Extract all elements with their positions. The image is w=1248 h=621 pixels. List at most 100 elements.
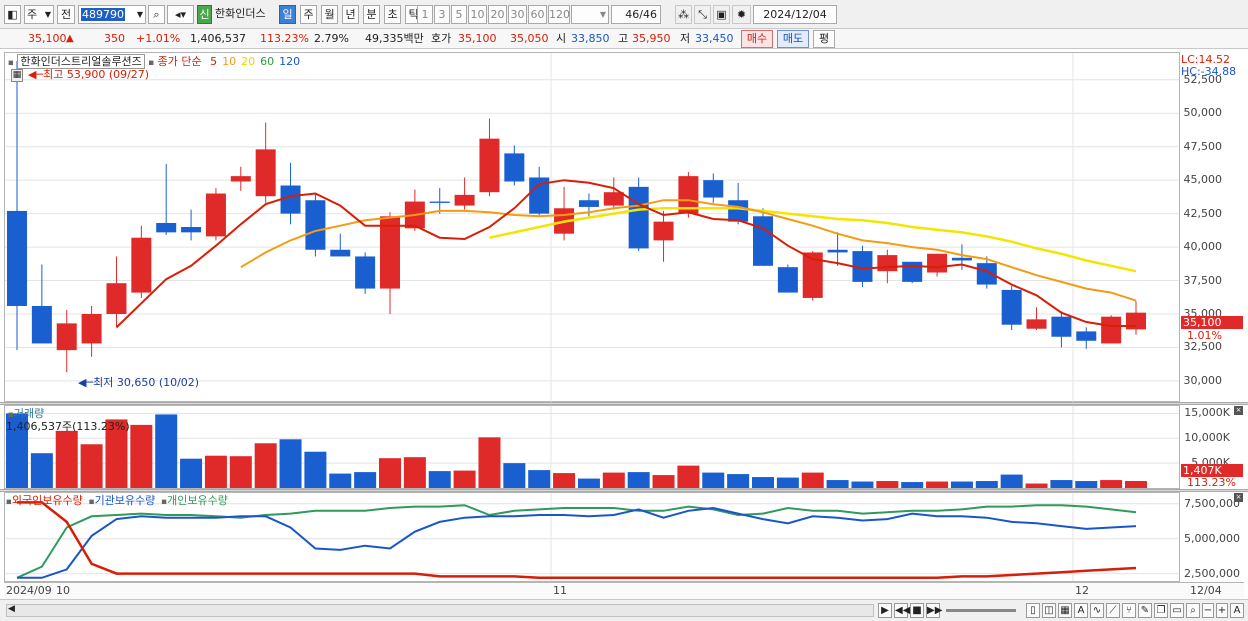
candle [205,188,226,241]
date-value: 2024/12/04 [763,8,827,21]
date-input[interactable]: 2024/12/04 [753,5,837,24]
minute-tab[interactable]: 120 [548,5,570,24]
period-select[interactable]: 주 ▼ [24,5,54,24]
volume-bar [901,482,924,488]
minute-tab[interactable]: 20 [488,5,507,24]
candle-body [529,177,550,214]
ma-period-label[interactable]: 120 [279,55,301,68]
close-icon[interactable]: × [1234,493,1243,502]
candle [429,188,450,214]
bullet-icon: ◾ [161,497,168,506]
split-icon[interactable]: ◫ [1042,603,1056,618]
ma-period-label[interactable]: 10 [222,55,237,68]
draw-tool-icon[interactable]: ✎ [1138,603,1152,618]
volume-bar [204,455,227,488]
candle [1076,327,1097,349]
balance-button[interactable]: 평 [813,30,835,48]
fork-tool-icon[interactable]: ⑂ [1122,603,1136,618]
volume-bars [6,413,1147,488]
high-price: 35,950 [632,32,671,45]
candle-body [280,185,301,214]
volume-bar [752,477,774,488]
ma-period-label[interactable]: 5 [210,55,218,68]
play-icon[interactable]: ▶ [878,603,892,618]
volume-bar [851,481,874,488]
horizontal-scrollbar[interactable]: ◀ [6,604,874,617]
interval-tab[interactable]: 분 [363,5,380,24]
minute-tab[interactable]: 30 [508,5,527,24]
candle [753,208,773,266]
candle [976,256,997,289]
interval-tab[interactable]: 월 [321,5,338,24]
copy-icon[interactable]: ❐ [1154,603,1168,618]
ma-period-label[interactable]: 20 [241,55,256,68]
candle [1026,307,1047,331]
open-label: 시 [556,32,567,45]
interval-tab[interactable]: 년 [342,5,359,24]
zoom-icon[interactable]: ⌕ [1186,603,1200,618]
close-icon[interactable]: × [1234,406,1243,415]
ma-period-label[interactable]: 60 [260,55,275,68]
minute-custom-select[interactable]: ▼ [571,5,609,24]
font-size-icon[interactable]: A [1230,603,1244,618]
minute-tab[interactable]: 5 [451,5,467,24]
screen-icon[interactable]: ▭ [1170,603,1184,618]
chart-menu-icon[interactable]: ◧ [4,5,21,24]
ma-period-list: 5 10 20 60 120 [205,55,300,68]
layout-icon[interactable]: ▯ [1026,603,1040,618]
minute-tab[interactable]: 60 [528,5,547,24]
grid-icon[interactable]: ▦ [1058,603,1072,618]
candle-body [255,149,276,197]
price-tick-label: 45,000 [1183,173,1223,187]
holdings-tick-label: 7,500,000 [1184,496,1240,510]
pane-divider[interactable] [0,489,1248,492]
search-icon[interactable]: ⌕ [148,5,165,24]
stop-icon[interactable]: ■ [910,603,924,618]
period-value: 주 [27,8,38,21]
turnover-rate: 2.79% [314,32,349,45]
scroll-left-icon[interactable]: ◀ [8,604,15,614]
stock-code-input[interactable]: 489790 ▼ [78,5,146,24]
candle [927,253,948,277]
minute-tab[interactable]: 1 [417,5,433,24]
count-input[interactable]: 46/46 [611,5,661,24]
candle-body [156,222,177,233]
holdings-legend-item[interactable]: 개인보유수량 [167,494,228,507]
low-note: 최저 30,650 (10/02) [93,376,200,389]
stock-full-name[interactable]: 한화인더스트리얼솔루션즈 [17,54,145,69]
forward-icon[interactable]: ▶▶ [926,603,943,618]
volume-bar [503,463,526,488]
rewind-icon[interactable]: ◀◀ [894,603,911,618]
save-icon[interactable]: ▣ [713,5,730,24]
zoom-out-icon[interactable]: − [1202,603,1214,618]
sell-button[interactable]: 매도 [777,30,809,48]
speaker-icon[interactable]: ◂▾ [167,5,194,24]
candle-body [976,263,997,285]
candle-body [628,186,649,249]
interval-tab[interactable]: 초 [384,5,401,24]
interval-tab[interactable]: 주 [300,5,317,24]
calendar-icon[interactable]: ▦ [11,69,23,82]
holdings-legend-item[interactable]: 기관보유수량 [94,494,156,507]
crosshair-icon[interactable]: ⤡ [694,5,711,24]
text-tool-icon[interactable]: A [1074,603,1088,618]
minute-tab[interactable]: 10 [468,5,487,24]
buy-button[interactable]: 매수 [741,30,773,48]
minute-tab[interactable]: 3 [434,5,450,24]
x-tick-label: 10 [56,584,70,597]
pane-divider[interactable] [0,402,1248,405]
hc-indicator: HC:-34.88 [1181,65,1237,78]
zoom-slider[interactable] [946,609,1016,612]
link-icon[interactable]: ⁂ [675,5,692,24]
candle [827,232,848,266]
holdings-legend-item[interactable]: 외국인보유수량 [11,494,83,507]
low-annotation: ◀─최저 30,650 (10/02) [78,374,199,390]
interval-tab[interactable]: 일 [279,5,296,24]
prev-button[interactable]: 전 [57,5,75,24]
low-price: 33,450 [695,32,734,45]
zoom-in-icon[interactable]: + [1216,603,1228,618]
gear-icon[interactable]: ✹ [732,5,751,24]
trend-tool-icon[interactable]: ⟋ [1106,603,1120,618]
line-tool-icon[interactable]: ∿ [1090,603,1104,618]
